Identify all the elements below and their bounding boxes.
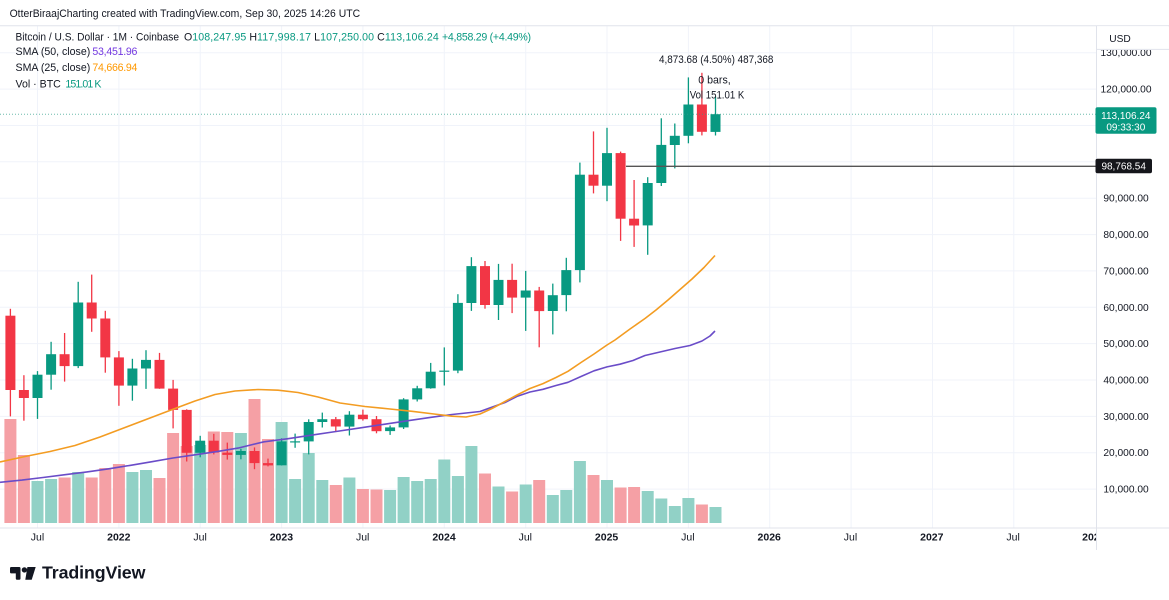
svg-text:Vol 151.01 K: Vol 151.01 K bbox=[690, 90, 745, 102]
svg-text:Jul: Jul bbox=[31, 531, 44, 543]
svg-text:USD: USD bbox=[1109, 34, 1131, 45]
svg-text:2025: 2025 bbox=[595, 531, 619, 543]
svg-text:2026: 2026 bbox=[758, 531, 782, 543]
svg-text:09:33:30: 09:33:30 bbox=[1106, 122, 1145, 133]
svg-text:10,000.00: 10,000.00 bbox=[1103, 485, 1149, 496]
svg-text:40,000.00: 40,000.00 bbox=[1103, 376, 1149, 387]
svg-text:20,000.00: 20,000.00 bbox=[1103, 448, 1149, 459]
svg-text:Jul: Jul bbox=[681, 531, 694, 543]
svg-text:60,000.00: 60,000.00 bbox=[1103, 303, 1149, 314]
svg-text:Jul: Jul bbox=[356, 531, 369, 543]
svg-text:70,000.00: 70,000.00 bbox=[1103, 266, 1149, 277]
svg-text:2023: 2023 bbox=[270, 531, 294, 543]
svg-text:SMA (50, close)53,451.96: SMA (50, close) 53,451.96 bbox=[16, 46, 138, 58]
svg-text:130,000.00: 130,000.00 bbox=[1101, 48, 1152, 59]
svg-text:Jul: Jul bbox=[1006, 531, 1019, 543]
svg-text:Jul: Jul bbox=[844, 531, 857, 543]
svg-text:0 bars,: 0 bars, bbox=[698, 74, 730, 86]
svg-text:2022: 2022 bbox=[107, 531, 131, 543]
svg-text:113,106.24: 113,106.24 bbox=[1101, 111, 1151, 122]
svg-text:TradingView: TradingView bbox=[42, 563, 146, 583]
svg-text:90,000.00: 90,000.00 bbox=[1103, 194, 1149, 205]
svg-text:98,768.54: 98,768.54 bbox=[1101, 162, 1146, 173]
svg-text:2024: 2024 bbox=[432, 531, 456, 543]
svg-text:50,000.00: 50,000.00 bbox=[1103, 339, 1149, 350]
svg-text:2027: 2027 bbox=[920, 531, 944, 543]
svg-text:30,000.00: 30,000.00 bbox=[1103, 412, 1149, 423]
svg-text:80,000.00: 80,000.00 bbox=[1103, 230, 1149, 241]
svg-text:4,873.68 (4.50%) 487,368: 4,873.68 (4.50%) 487,368 bbox=[659, 54, 773, 66]
svg-text:120,000.00: 120,000.00 bbox=[1101, 85, 1152, 96]
svg-text:OtterBiraajCharting created wi: OtterBiraajCharting created with Trading… bbox=[10, 8, 361, 20]
svg-text:2028: 2028 bbox=[1082, 531, 1106, 543]
svg-text:Jul: Jul bbox=[193, 531, 206, 543]
svg-text:SMA (25, close)74,666.94: SMA (25, close) 74,666.94 bbox=[16, 62, 138, 74]
svg-text:Bitcoin / U.S. Dollar · 1M · C: Bitcoin / U.S. Dollar · 1M · Coinbase O10… bbox=[16, 31, 532, 43]
svg-text:Jul: Jul bbox=[519, 531, 532, 543]
